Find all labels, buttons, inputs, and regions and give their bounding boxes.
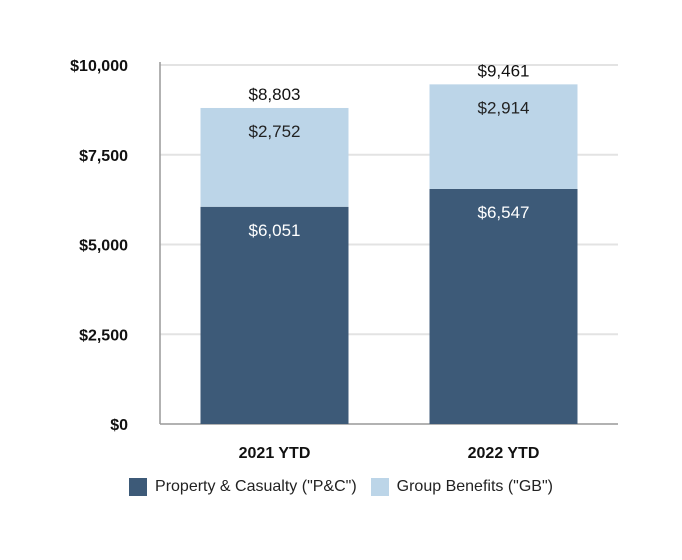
data-label-pc: $6,547 [478, 203, 530, 222]
y-tick-label: $2,500 [79, 327, 128, 344]
bar-segment-pc [200, 206, 349, 424]
x-tick-label: 2021 YTD [239, 445, 311, 462]
data-label-pc: $6,051 [249, 221, 301, 240]
data-label-gb: $2,752 [249, 122, 301, 141]
legend-item-pc: Property & Casualty ("P&C") [129, 478, 357, 496]
bar-segment-gb [429, 84, 578, 189]
data-label-gb: $2,914 [478, 98, 530, 117]
y-tick-label: $0 [110, 417, 128, 434]
legend-swatch-pc [129, 478, 148, 496]
legend-swatch-gb [370, 478, 389, 496]
legend-label-gb: Group Benefits ("GB") [396, 478, 553, 495]
total-label: $9,461 [478, 61, 530, 80]
total-label: $8,803 [249, 85, 301, 104]
y-tick-label: $10,000 [70, 58, 128, 75]
x-tick-label: 2022 YTD [468, 445, 540, 462]
legend-label-pc: Property & Casualty ("P&C") [155, 478, 357, 495]
bar-segment-gb [200, 107, 349, 207]
stacked-bar-chart: $0 $2,500 $5,000 $7,500 $10,000 $6,051 $2,752 $… [70, 58, 618, 462]
bar-segment-pc [429, 188, 578, 424]
legend: Property & Casualty ("P&C") Group Benefi… [0, 478, 682, 496]
y-tick-label: $5,000 [79, 238, 128, 255]
legend-item-gb: Group Benefits ("GB") [370, 478, 553, 496]
y-tick-label: $7,500 [79, 148, 128, 165]
